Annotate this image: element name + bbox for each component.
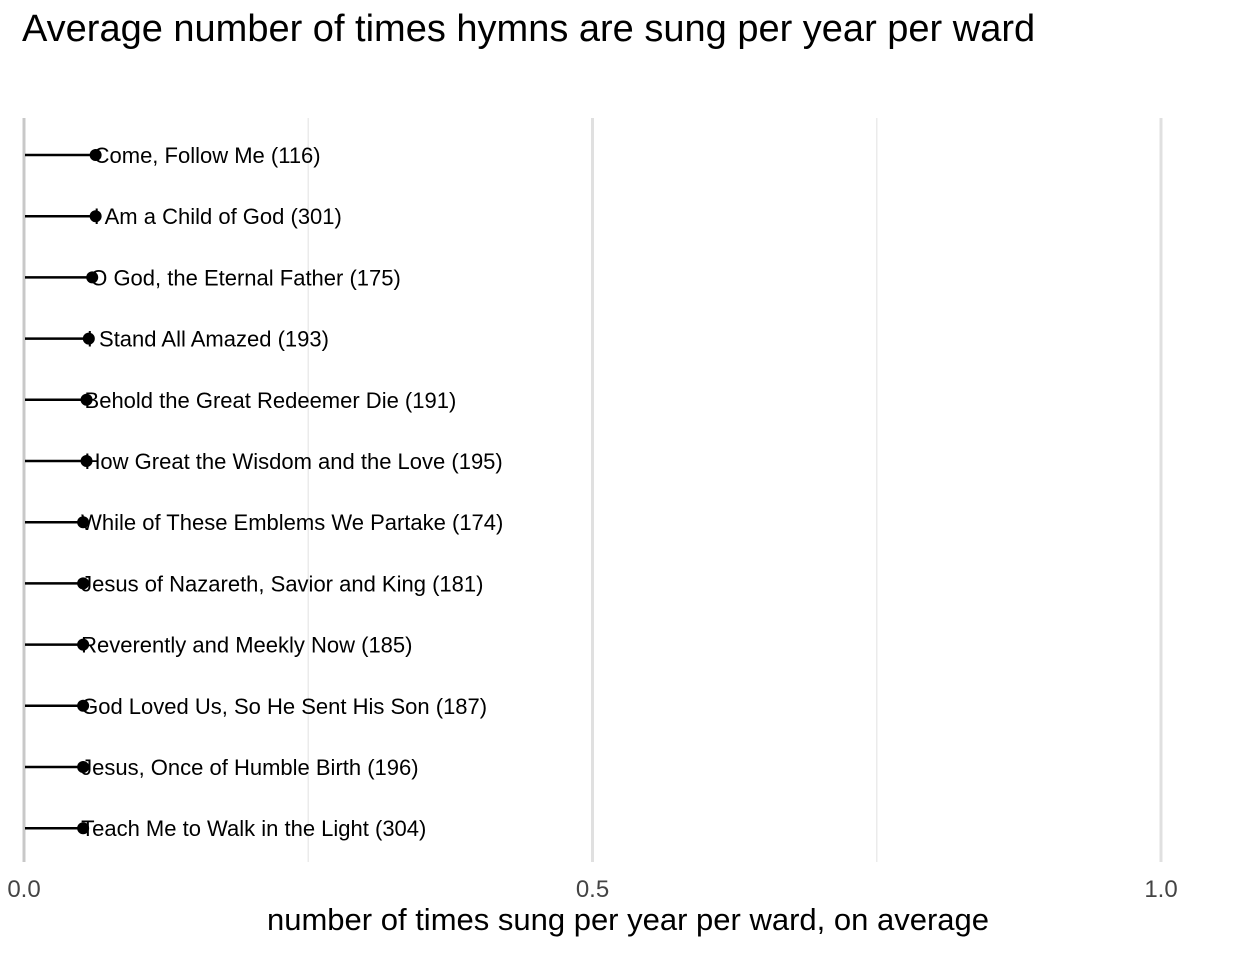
hymn-label: How Great the Wisdom and the Love (195) [85, 449, 503, 474]
lollipop-dot [89, 210, 102, 223]
hymn-label: Jesus, Once of Humble Birth (196) [81, 755, 418, 780]
x-axis-title: number of times sung per year per ward, … [267, 902, 989, 937]
lollipop-dot [77, 516, 90, 529]
lollipop-dot [82, 332, 95, 345]
hymn-label: Teach Me to Walk in the Light (304) [81, 816, 426, 841]
hymn-label: Behold the Great Redeemer Die (191) [85, 388, 457, 413]
hymn-label: God Loved Us, So He Sent His Son (187) [81, 694, 487, 719]
x-tick-label: 0.5 [576, 876, 609, 903]
lollipop-dot [89, 149, 102, 161]
hymn-label: Reverently and Meekly Now (185) [81, 633, 412, 658]
lollipop-dot [77, 761, 90, 773]
lollipop-dot [77, 638, 90, 651]
hymn-label: Come, Follow Me (116) [94, 143, 321, 168]
hymn-label: I Stand All Amazed (193) [87, 327, 329, 352]
hymn-label: I Am a Child of God (301) [94, 204, 342, 229]
lollipop-dot [86, 271, 99, 284]
lollipop-dot [80, 393, 93, 406]
lollipop-dot [77, 699, 90, 712]
lollipop-dot [77, 822, 90, 835]
x-tick-label: 1.0 [1144, 876, 1177, 903]
lollipop-dot [77, 577, 90, 590]
lollipop-dot [80, 455, 93, 467]
chart-title: Average number of times hymns are sung p… [22, 8, 1036, 50]
hymn-label: While of These Emblems We Partake (174) [81, 510, 503, 535]
hymn-label: O God, the Eternal Father (175) [90, 265, 401, 290]
x-tick-label: 0.0 [7, 876, 40, 903]
hymn-label: Jesus of Nazareth, Savior and King (181) [81, 571, 483, 596]
